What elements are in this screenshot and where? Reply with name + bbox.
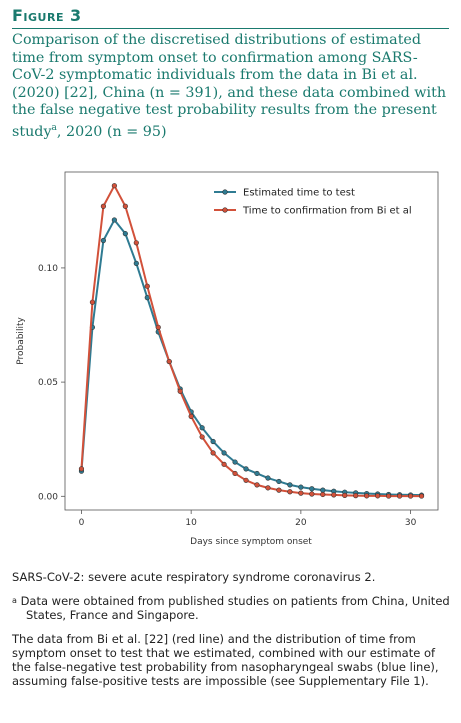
y-tick-label: 0.10 [38, 264, 58, 274]
data-point [100, 237, 106, 244]
data-point [287, 489, 293, 495]
axis-ticks: 0.00 0.05 0.10 0 10 20 30 [38, 264, 417, 528]
caption-main: Comparison of the discretised distributi… [12, 32, 447, 140]
data-point [309, 486, 315, 492]
data-point [265, 475, 271, 481]
data-point [386, 493, 392, 499]
data-point [375, 493, 381, 499]
data-point [232, 459, 238, 465]
line-chart: 0.00 0.05 0.10 0 10 20 30 Days since symptom o… [16, 171, 439, 547]
footnote-mark: a [12, 596, 17, 605]
data-point [320, 491, 326, 498]
data-point [243, 466, 249, 472]
x-tick-label: 0 [79, 518, 85, 528]
data-point [265, 485, 271, 491]
data-point [199, 425, 205, 431]
data-point [78, 466, 85, 472]
data-point [89, 299, 96, 305]
legend-marker [222, 189, 228, 195]
series-bi-et-al [78, 183, 425, 499]
y-axis-label: Probability [16, 317, 26, 365]
data-point [243, 477, 249, 483]
caption-tail: , 2020 (n = 95) [56, 123, 167, 140]
data-point [397, 493, 403, 499]
data-point [144, 283, 150, 289]
plot-panel [64, 171, 439, 511]
data-point [342, 492, 348, 498]
legend-label: Estimated time to test [243, 188, 355, 199]
title-rule [12, 28, 449, 29]
figure-label: Figure 3 [12, 6, 82, 25]
data-point [100, 203, 106, 209]
footnote-text: Data were obtained from published studie… [20, 594, 450, 622]
legend-marker [222, 207, 228, 213]
data-point [298, 484, 304, 490]
data-point [331, 492, 337, 498]
data-point [287, 482, 293, 488]
y-tick-label: 0.05 [38, 378, 58, 388]
data-point [407, 493, 414, 499]
abbreviation-note: SARS-CoV-2: severe acute respiratory syn… [12, 570, 376, 584]
figure-notes: SARS-CoV-2: severe acute respiratory syn… [12, 570, 452, 698]
data-point [188, 413, 194, 419]
data-point [254, 482, 260, 488]
data-point [254, 470, 260, 477]
data-point [298, 490, 304, 496]
figure-description: The data from Bi et al. [22] (red line) … [12, 632, 439, 688]
legend: Estimated time to test Time to confirmati… [214, 188, 412, 217]
data-point [155, 324, 161, 330]
x-axis-label: Days since symptom onset [190, 537, 312, 547]
data-point [166, 358, 172, 365]
data-point [210, 438, 216, 445]
series-layer [78, 183, 425, 499]
footnote: a Data were obtained from published stud… [12, 594, 452, 622]
data-point [133, 260, 139, 266]
data-point [364, 493, 370, 499]
x-tick-label: 20 [295, 518, 307, 528]
data-point [221, 461, 227, 467]
data-point [221, 450, 227, 456]
x-tick-label: 30 [405, 518, 417, 528]
data-point [122, 231, 128, 237]
data-point [133, 240, 139, 246]
data-point [210, 450, 216, 456]
data-point [111, 217, 117, 223]
figure-caption: Comparison of the discretised distributi… [12, 32, 449, 141]
data-point [177, 388, 183, 394]
x-tick-label: 10 [185, 518, 197, 528]
data-point [122, 203, 128, 209]
legend-label: Time to confirmation from Bi et al [242, 206, 412, 217]
y-tick-label: 0.00 [38, 492, 58, 502]
data-point [309, 491, 315, 497]
data-point [353, 493, 359, 499]
data-point [111, 183, 117, 189]
data-point [276, 487, 282, 493]
data-point [276, 478, 282, 485]
data-point [418, 493, 425, 499]
data-point [232, 470, 238, 477]
data-point [320, 487, 326, 493]
caption-superscript: a [51, 122, 57, 133]
data-point [199, 434, 205, 440]
